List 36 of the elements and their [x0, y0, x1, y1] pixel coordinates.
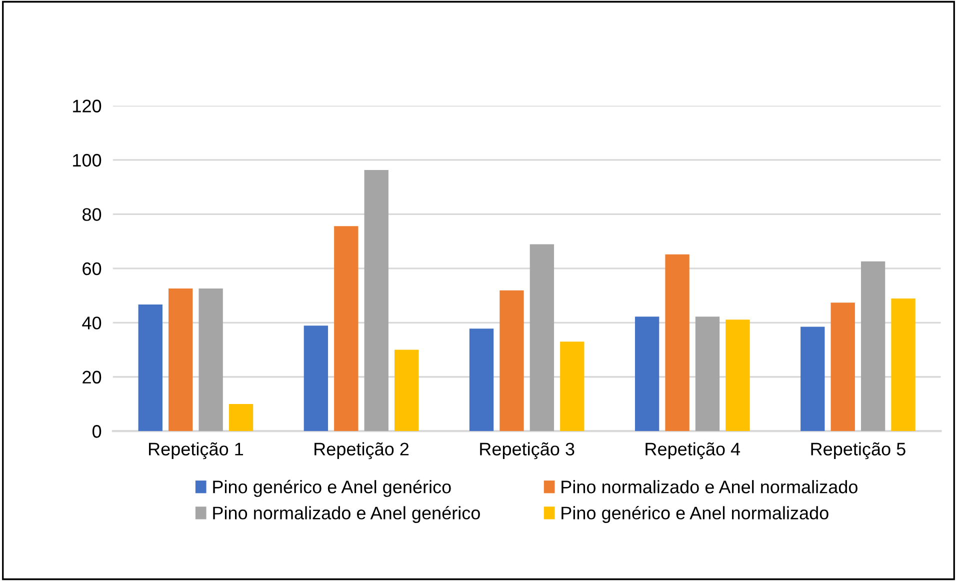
x-tick-label: Repetição 3 — [480, 442, 574, 460]
bar — [665, 254, 690, 432]
x-tick-label: Repetição 4 — [646, 442, 740, 460]
bar — [198, 288, 223, 432]
bar — [891, 298, 916, 432]
bar — [500, 290, 524, 432]
bar — [334, 226, 358, 432]
legend-label: Pino genérico e Anel genérico — [213, 480, 451, 497]
y-tick-label: 40 — [82, 316, 102, 330]
legend-label: Pino genérico e Anel normalizado — [562, 506, 828, 523]
bar — [560, 342, 584, 432]
x-tick-label: Repetição 1 — [149, 442, 244, 460]
y-tick-label: 0 — [92, 425, 102, 438]
y-tick-label: 80 — [82, 208, 102, 221]
bar — [168, 288, 193, 432]
legend-label: Pino normalizado e Anel genérico — [213, 506, 480, 523]
bar — [138, 304, 162, 432]
bar — [634, 316, 660, 432]
x-tick-label: Repetição 5 — [811, 442, 906, 460]
y-tick-label: 60 — [82, 262, 102, 276]
bar — [394, 350, 419, 432]
legend-label: Pino normalizado e Anel normalizado — [562, 480, 858, 494]
bar — [830, 302, 855, 432]
bar — [860, 261, 886, 432]
x-tick-label: Repetição 2 — [314, 442, 409, 460]
bar — [726, 320, 750, 432]
bar — [530, 244, 554, 432]
y-tick-label: 100 — [73, 154, 102, 167]
bar — [304, 326, 328, 432]
bar — [695, 316, 720, 432]
y-tick-label: 120 — [73, 100, 102, 112]
y-tick-label: 20 — [82, 370, 102, 384]
bar — [800, 326, 825, 432]
bar — [228, 404, 254, 432]
bar — [469, 328, 494, 432]
bar — [364, 170, 388, 432]
